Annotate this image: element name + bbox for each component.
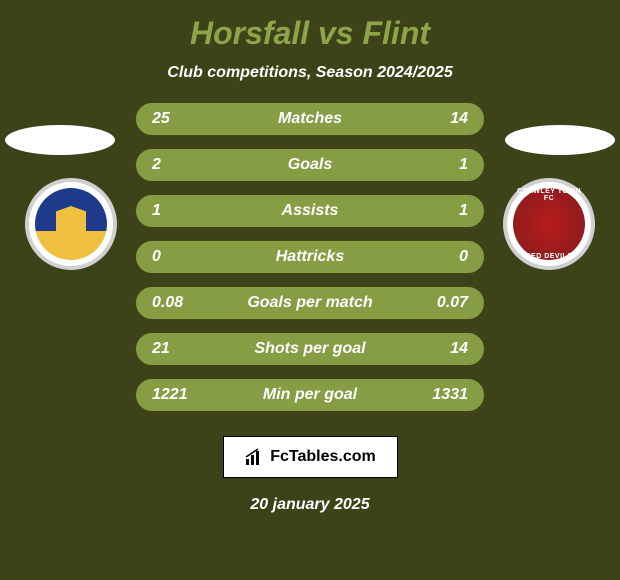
stat-left-value: 2	[152, 156, 202, 174]
stat-right-value: 0.07	[418, 294, 468, 312]
stat-row-goals: 2 Goals 1	[135, 148, 485, 182]
stat-right-value: 0	[418, 248, 468, 266]
stats-list: 25 Matches 14 2 Goals 1 1 Assists 1 0 Ha…	[135, 102, 485, 424]
stat-row-matches: 25 Matches 14	[135, 102, 485, 136]
stat-row-min-per-goal: 1221 Min per goal 1331	[135, 378, 485, 412]
date-text: 20 january 2025	[250, 496, 369, 514]
stat-label: Assists	[202, 202, 418, 220]
page-title: Horsfall vs Flint	[190, 15, 430, 52]
stat-row-assists: 1 Assists 1	[135, 194, 485, 228]
stat-left-value: 0	[152, 248, 202, 266]
stat-label: Matches	[202, 110, 418, 128]
stat-left-value: 0.08	[152, 294, 202, 312]
club-badge-right-inner: CRAWLEY TOWN FC RED DEVILS	[513, 188, 585, 260]
club-badge-left	[25, 178, 117, 270]
badge-right-top-text: CRAWLEY TOWN FC	[513, 188, 585, 202]
stat-label: Goals per match	[202, 294, 418, 312]
stat-row-hattricks: 0 Hattricks 0	[135, 240, 485, 274]
stat-label: Goals	[202, 156, 418, 174]
stat-right-value: 1	[418, 202, 468, 220]
stat-right-value: 1331	[418, 386, 468, 404]
stat-label: Shots per goal	[202, 340, 418, 358]
brand-logo[interactable]: FcTables.com	[223, 436, 398, 478]
stat-left-value: 1221	[152, 386, 202, 404]
stat-row-goals-per-match: 0.08 Goals per match 0.07	[135, 286, 485, 320]
badge-right-bottom-text: RED DEVILS	[525, 253, 572, 260]
stat-right-value: 14	[418, 110, 468, 128]
stat-left-value: 1	[152, 202, 202, 220]
club-badge-right: CRAWLEY TOWN FC RED DEVILS	[503, 178, 595, 270]
comparison-card: Horsfall vs Flint Club competitions, Sea…	[0, 0, 620, 580]
stat-label: Hattricks	[202, 248, 418, 266]
player-photo-left	[5, 125, 115, 155]
stat-right-value: 14	[418, 340, 468, 358]
chart-icon	[244, 447, 264, 467]
club-badge-left-inner	[35, 188, 107, 260]
stat-row-shots-per-goal: 21 Shots per goal 14	[135, 332, 485, 366]
stat-right-value: 1	[418, 156, 468, 174]
stat-label: Min per goal	[202, 386, 418, 404]
stat-left-value: 25	[152, 110, 202, 128]
brand-text: FcTables.com	[270, 448, 376, 466]
shield-icon	[56, 206, 86, 242]
stat-left-value: 21	[152, 340, 202, 358]
player-photo-right	[505, 125, 615, 155]
subtitle: Club competitions, Season 2024/2025	[167, 64, 452, 82]
